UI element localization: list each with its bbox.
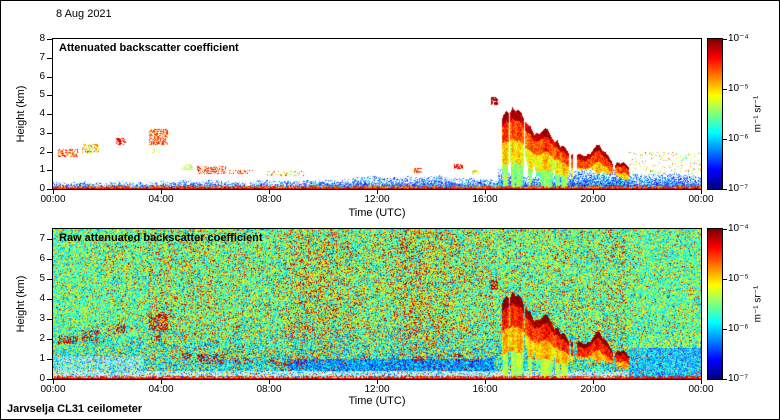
plot-title-backscatter: Attenuated backscatter coefficient bbox=[59, 42, 239, 54]
y-tick-label: 0 bbox=[39, 373, 45, 384]
tick-mark bbox=[723, 379, 727, 380]
tick-mark bbox=[701, 190, 702, 194]
x-axis-label-backscatter: Time (UTC) bbox=[348, 207, 406, 219]
y-tick-label: 6 bbox=[39, 253, 45, 264]
tick-mark bbox=[377, 380, 378, 384]
x-tick-label: 08:00 bbox=[256, 384, 282, 395]
tick-mark bbox=[485, 380, 486, 384]
tick-mark bbox=[701, 380, 702, 384]
colorbar-tick-label: 10⁻⁴ bbox=[728, 223, 749, 234]
x-tick-label: 12:00 bbox=[364, 194, 390, 205]
x-axis-label-raw: Time (UTC) bbox=[348, 395, 406, 407]
x-tick-label: 00:00 bbox=[40, 194, 66, 205]
x-tick-label: 00:00 bbox=[40, 384, 66, 395]
tick-mark bbox=[723, 39, 727, 40]
colorbar-tick-label: 10⁻⁶ bbox=[728, 323, 749, 334]
tick-mark bbox=[723, 189, 727, 190]
x-tick-label: 08:00 bbox=[256, 194, 282, 205]
y-tick-label: 2 bbox=[39, 146, 45, 157]
tick-mark bbox=[723, 329, 727, 330]
x-tick-label: 16:00 bbox=[472, 194, 498, 205]
plot-area-raw-backscatter bbox=[52, 228, 702, 380]
colorbar-units-label-backscatter: m⁻¹ sr⁻¹ bbox=[752, 95, 764, 133]
tick-mark bbox=[723, 279, 727, 280]
tick-mark bbox=[377, 190, 378, 194]
tick-mark bbox=[161, 380, 162, 384]
tick-mark bbox=[723, 229, 727, 230]
colorbar-tick-label: 10⁻⁷ bbox=[728, 373, 749, 384]
y-tick-label: 7 bbox=[39, 233, 45, 244]
y-tick-label: 1 bbox=[39, 353, 45, 364]
x-tick-label: 20:00 bbox=[580, 384, 606, 395]
y-tick-label: 0 bbox=[39, 183, 45, 194]
tick-mark bbox=[485, 190, 486, 194]
colorbar-backscatter bbox=[707, 38, 723, 190]
colorbar-tick-label: 10⁻⁷ bbox=[728, 183, 749, 194]
y-tick-label: 1 bbox=[39, 164, 45, 175]
tick-mark bbox=[593, 190, 594, 194]
y-axis-label-backscatter: Height (km) bbox=[15, 85, 27, 143]
colorbar-tick-label: 10⁻⁶ bbox=[728, 133, 749, 144]
x-tick-label: 20:00 bbox=[580, 194, 606, 205]
colorbar-tick-label: 10⁻⁵ bbox=[728, 273, 749, 284]
y-tick-label: 2 bbox=[39, 333, 45, 344]
raw-backscatter-heatmap-canvas bbox=[53, 229, 701, 379]
colorbar-tick-label: 10⁻⁴ bbox=[728, 33, 749, 44]
colorbar-gradient-canvas-backscatter bbox=[708, 39, 722, 189]
tick-mark bbox=[269, 380, 270, 384]
tick-mark bbox=[593, 380, 594, 384]
colorbar-raw-backscatter bbox=[707, 228, 723, 380]
tick-mark bbox=[53, 190, 54, 194]
x-tick-label: 16:00 bbox=[472, 384, 498, 395]
plot-area-backscatter bbox=[52, 38, 702, 190]
tick-mark bbox=[53, 380, 54, 384]
instrument-label: Jarvselja CL31 ceilometer bbox=[7, 403, 143, 415]
tick-mark bbox=[269, 190, 270, 194]
x-tick-label: 00:00 bbox=[688, 384, 714, 395]
date-label: 8 Aug 2021 bbox=[56, 8, 112, 20]
colorbar-units-label-raw: m⁻¹ sr⁻¹ bbox=[752, 285, 764, 323]
y-tick-label: 7 bbox=[39, 52, 45, 63]
x-tick-label: 00:00 bbox=[688, 194, 714, 205]
backscatter-heatmap-canvas bbox=[53, 39, 701, 189]
x-tick-label: 04:00 bbox=[148, 384, 174, 395]
plot-title-raw-backscatter: Raw attenuated backscatter coefficient bbox=[59, 232, 263, 244]
y-tick-label: 6 bbox=[39, 71, 45, 82]
colorbar-tick-label: 10⁻⁵ bbox=[728, 83, 749, 94]
tick-mark bbox=[723, 89, 727, 90]
colorbar-gradient-canvas-raw bbox=[708, 229, 722, 379]
y-tick-label: 8 bbox=[39, 33, 45, 44]
tick-mark bbox=[723, 139, 727, 140]
y-axis-label-raw: Height (km) bbox=[15, 275, 27, 333]
tick-mark bbox=[161, 190, 162, 194]
x-tick-label: 12:00 bbox=[364, 384, 390, 395]
x-tick-label: 04:00 bbox=[148, 194, 174, 205]
